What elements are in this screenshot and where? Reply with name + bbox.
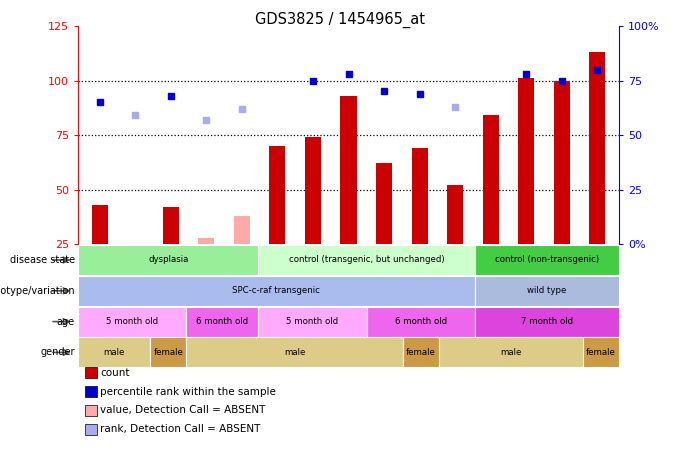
Text: SPC-c-raf transgenic: SPC-c-raf transgenic [233, 286, 320, 295]
Bar [341, 96, 356, 244]
Text: 7 month old: 7 month old [521, 317, 573, 326]
Text: 6 month old: 6 month old [197, 317, 248, 326]
Bar [92, 205, 107, 244]
Text: gender: gender [40, 347, 75, 357]
Text: genotype/variation: genotype/variation [0, 286, 75, 296]
Text: age: age [56, 317, 75, 327]
Text: control (non-transgenic): control (non-transgenic) [494, 255, 599, 264]
Text: control (transgenic, but unchanged): control (transgenic, but unchanged) [289, 255, 444, 264]
Bar [305, 137, 321, 244]
Text: male: male [500, 348, 522, 357]
Bar [447, 185, 463, 244]
Bar [234, 216, 250, 244]
Bar [269, 146, 286, 244]
Bar [411, 148, 428, 244]
Text: dysplasia: dysplasia [148, 255, 188, 264]
Text: percentile rank within the sample: percentile rank within the sample [100, 386, 276, 397]
Text: wild type: wild type [527, 286, 566, 295]
Text: male: male [284, 348, 305, 357]
Bar [483, 116, 498, 244]
Text: rank, Detection Call = ABSENT: rank, Detection Call = ABSENT [100, 424, 260, 435]
Text: disease state: disease state [10, 255, 75, 265]
Text: female: female [586, 348, 615, 357]
Bar [163, 207, 179, 244]
Bar [376, 164, 392, 244]
Bar [518, 78, 534, 244]
Text: female: female [406, 348, 435, 357]
Bar [127, 244, 143, 253]
Text: 6 month old: 6 month old [394, 317, 447, 326]
Bar [590, 52, 605, 244]
Text: count: count [100, 367, 129, 378]
Bar [199, 237, 214, 244]
Bar [554, 81, 570, 244]
Text: GDS3825 / 1454965_at: GDS3825 / 1454965_at [255, 12, 425, 28]
Text: male: male [103, 348, 125, 357]
Text: 5 month old: 5 month old [286, 317, 339, 326]
Text: value, Detection Call = ABSENT: value, Detection Call = ABSENT [100, 405, 265, 416]
Text: 5 month old: 5 month old [106, 317, 158, 326]
Text: female: female [154, 348, 183, 357]
